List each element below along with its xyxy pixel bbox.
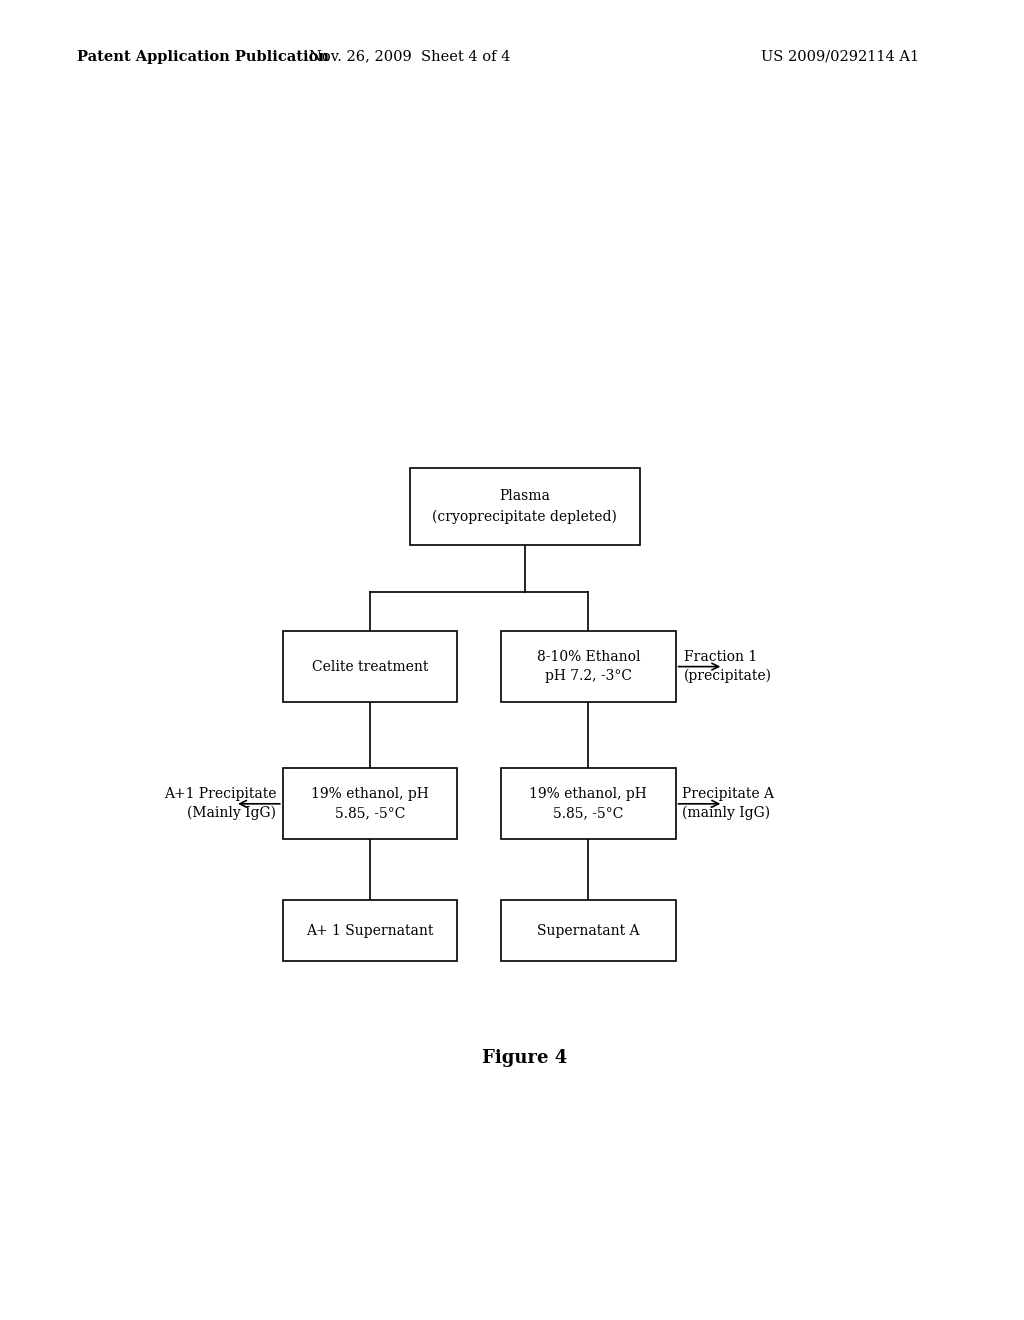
FancyBboxPatch shape xyxy=(501,900,676,961)
FancyBboxPatch shape xyxy=(283,768,458,840)
Text: Fraction 1
(precipitate): Fraction 1 (precipitate) xyxy=(684,651,771,682)
Text: Figure 4: Figure 4 xyxy=(482,1049,567,1067)
Text: Nov. 26, 2009  Sheet 4 of 4: Nov. 26, 2009 Sheet 4 of 4 xyxy=(309,50,510,63)
Text: Supernatant A: Supernatant A xyxy=(537,924,640,939)
Text: Plasma
(cryoprecipitate depleted): Plasma (cryoprecipitate depleted) xyxy=(432,490,617,524)
Text: 19% ethanol, pH
5.85, -5°C: 19% ethanol, pH 5.85, -5°C xyxy=(311,787,429,821)
Text: A+1 Precipitate
(Mainly IgG): A+1 Precipitate (Mainly IgG) xyxy=(164,787,276,820)
Text: Precipitate A
(mainly IgG): Precipitate A (mainly IgG) xyxy=(682,787,774,820)
Text: Celite treatment: Celite treatment xyxy=(312,660,428,673)
FancyBboxPatch shape xyxy=(410,469,640,545)
Text: Patent Application Publication: Patent Application Publication xyxy=(77,50,329,63)
FancyBboxPatch shape xyxy=(501,631,676,702)
Text: A+ 1 Supernatant: A+ 1 Supernatant xyxy=(306,924,434,939)
FancyBboxPatch shape xyxy=(501,768,676,840)
Text: 19% ethanol, pH
5.85, -5°C: 19% ethanol, pH 5.85, -5°C xyxy=(529,787,647,821)
Text: 8-10% Ethanol
pH 7.2, -3°C: 8-10% Ethanol pH 7.2, -3°C xyxy=(537,649,640,684)
FancyBboxPatch shape xyxy=(283,900,458,961)
FancyBboxPatch shape xyxy=(283,631,458,702)
Text: US 2009/0292114 A1: US 2009/0292114 A1 xyxy=(761,50,919,63)
